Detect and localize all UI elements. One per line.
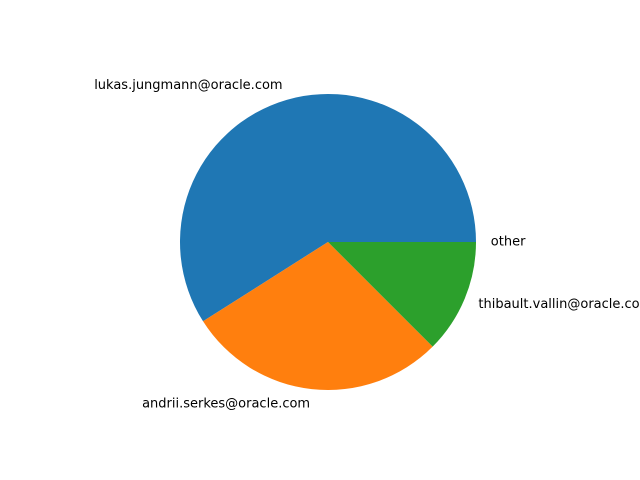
pie-slice-lukas-jungmann-oracle-com (179, 93, 476, 322)
pie-slice-andrii-serkes-oracle-com (203, 242, 433, 390)
pie-label-lukas-jungmann-oracle-com: lukas.jungmann@oracle.com (94, 78, 282, 93)
pie-slices (179, 93, 476, 390)
pie-label-other: other (491, 235, 526, 250)
pie-label-thibault-vallin-oracle-com: thibault.vallin@oracle.com (478, 297, 640, 312)
pie-slice-thibault-vallin-oracle-com (328, 242, 476, 347)
pie-label-andrii-serkes-oracle-com: andrii.serkes@oracle.com (142, 396, 310, 411)
pie-labels: other lukas.jungmann@oracle.com andrii.ser… (94, 78, 640, 411)
